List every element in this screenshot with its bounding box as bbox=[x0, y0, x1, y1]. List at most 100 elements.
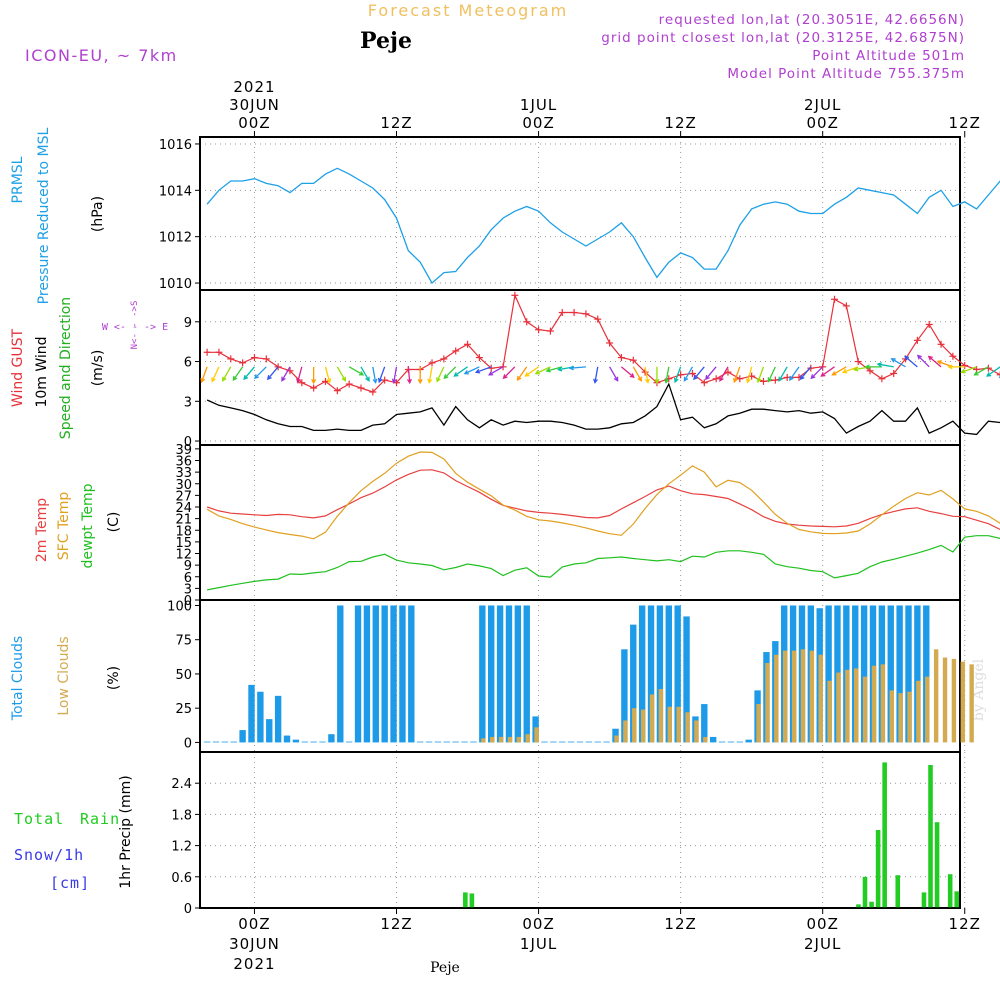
rain-bar bbox=[928, 765, 933, 908]
wind-dir-arrow bbox=[594, 366, 599, 383]
wind-dir-arrowhead bbox=[637, 376, 642, 382]
wind-dir-arrow bbox=[757, 366, 765, 383]
low-cloud-bar bbox=[694, 720, 699, 743]
gust-marker bbox=[298, 379, 306, 387]
low-cloud-bar bbox=[649, 694, 655, 743]
gust-marker bbox=[925, 320, 933, 328]
total-cloud-bar bbox=[860, 605, 868, 743]
gust-marker bbox=[594, 315, 602, 323]
wind-dir-arrowhead bbox=[745, 378, 751, 384]
wind-dir-arrowhead bbox=[986, 372, 992, 377]
wind-dir-arrowhead bbox=[341, 376, 346, 382]
wind-dir-arrow bbox=[986, 366, 1000, 377]
total-cloud-bar bbox=[372, 605, 379, 743]
total-cloud-bar bbox=[905, 605, 912, 743]
requested-coords: requested lon,lat (20.3051E, 42.6656N) bbox=[659, 12, 965, 28]
wind-dir-arrowhead bbox=[359, 371, 365, 376]
footer-station: Peje bbox=[430, 960, 460, 976]
total-cloud-bar bbox=[914, 605, 921, 743]
low-cloud-bar bbox=[933, 649, 939, 743]
total-cloud-bar bbox=[257, 691, 264, 743]
wind-dir-arrowhead bbox=[927, 355, 933, 361]
temp-ytick-label: 39 bbox=[175, 443, 192, 458]
total-cloud-bar bbox=[638, 605, 646, 743]
total-cloud-bar bbox=[416, 741, 424, 743]
wind-dir-arrowhead bbox=[453, 372, 459, 377]
gust-marker bbox=[937, 340, 945, 348]
total-cloud-bar bbox=[505, 605, 513, 743]
gust-marker bbox=[629, 356, 637, 364]
wind-dir-arrow bbox=[546, 366, 563, 372]
total-cloud-bar bbox=[239, 730, 246, 743]
wind-dir-arrow bbox=[665, 366, 670, 383]
low-cloud-bar bbox=[614, 735, 619, 743]
wind-dir-arrow bbox=[222, 366, 232, 382]
gust-marker bbox=[996, 371, 1000, 379]
wind-dir-arrow bbox=[428, 366, 433, 383]
wind-dir-arrowhead bbox=[799, 375, 805, 381]
gust-marker bbox=[582, 310, 590, 318]
gust-marker bbox=[890, 369, 898, 377]
chart-panels: 1010101210141016036903691215182124273033… bbox=[159, 136, 1000, 917]
low-cloud-bar bbox=[507, 736, 513, 743]
gust-marker bbox=[736, 375, 744, 383]
total-cloud-bar bbox=[452, 741, 459, 743]
gust-marker bbox=[535, 326, 543, 334]
precip-panel: 0 0.6 1.2 1.8 2.4 bbox=[171, 751, 966, 917]
gust-marker bbox=[546, 327, 554, 335]
wind-dir-arrowhead bbox=[222, 376, 227, 382]
wind-dir-arrowhead bbox=[629, 373, 635, 378]
wind-dir-arrow bbox=[810, 366, 824, 379]
wind-dir-arrow bbox=[281, 366, 291, 382]
wind-dir-arrowhead bbox=[890, 358, 896, 363]
temp-ytick-label: 6 bbox=[184, 571, 192, 586]
low-cloud-bar bbox=[827, 680, 832, 743]
wind10-line bbox=[206, 382, 1000, 436]
low-cloud-bar bbox=[960, 661, 965, 743]
wind-dir-arrowhead bbox=[463, 369, 469, 375]
wind-dir-arrow bbox=[632, 366, 642, 382]
gust-marker bbox=[807, 364, 815, 372]
wind-dir-arrowhead bbox=[936, 360, 942, 365]
wind-dir-arrowhead bbox=[243, 375, 249, 381]
total-cloud-bar bbox=[745, 739, 752, 743]
wind-dir-arrowhead bbox=[556, 366, 563, 372]
wind-dir-arrowhead bbox=[326, 378, 332, 384]
gust-marker bbox=[428, 359, 436, 367]
gust-marker bbox=[357, 384, 365, 392]
wind-dir-arrowhead bbox=[365, 376, 370, 382]
total-cloud-bar bbox=[656, 605, 664, 743]
low-cloud-bar bbox=[703, 736, 708, 743]
total-cloud-bar bbox=[709, 736, 717, 743]
wind-dir-arrowhead bbox=[281, 376, 286, 382]
low-cloud-bar bbox=[774, 654, 779, 743]
prmsl-desc-label: Pressure Reduced to MSL bbox=[36, 127, 52, 304]
total-cloud-bar bbox=[683, 616, 690, 743]
low-cloud-bar bbox=[481, 738, 486, 743]
wind-dir-arrow bbox=[789, 366, 800, 381]
wind-dir-arrow bbox=[746, 366, 753, 383]
wind-dir-arrow bbox=[778, 366, 788, 382]
pressure-ytick-label: 1014 bbox=[159, 184, 192, 199]
low-cloud-bar bbox=[667, 706, 672, 743]
wind-dir-arrowhead bbox=[372, 378, 378, 384]
time-label: 00Z bbox=[522, 114, 554, 132]
rain-bar bbox=[954, 891, 960, 908]
wind-dir-arrowhead bbox=[841, 368, 848, 374]
wind-dir-arrowhead bbox=[568, 365, 574, 371]
total-cloud-bar bbox=[612, 728, 619, 743]
gust-marker bbox=[842, 302, 850, 310]
credit-watermark: by Angel bbox=[971, 658, 987, 721]
wind-dir-arrow bbox=[525, 366, 539, 377]
total-cloud-bar bbox=[594, 741, 601, 743]
wind-dir-arrowhead bbox=[406, 378, 412, 385]
wind-unit: (m/s) bbox=[90, 350, 106, 387]
precip-ytick-label: 2.4 bbox=[171, 777, 192, 792]
low-cloud-bar bbox=[623, 720, 628, 743]
wind-dir-arrowhead bbox=[254, 374, 260, 380]
wind-dir-arrow bbox=[904, 356, 918, 368]
wind-dir-arrowhead bbox=[488, 371, 494, 376]
total-cloud-bar bbox=[301, 741, 308, 743]
low-cloud-bar bbox=[800, 649, 806, 743]
gust-marker bbox=[617, 354, 625, 362]
